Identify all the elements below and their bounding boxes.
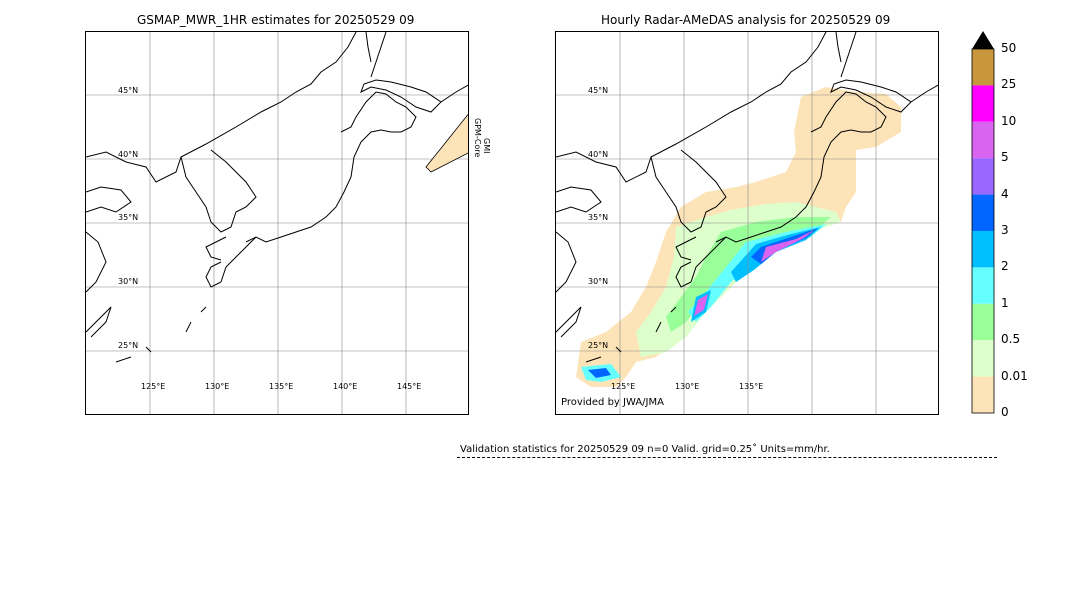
right-lat-label-35: 35°N	[588, 213, 609, 222]
colorbar-tick-label: 0.01	[1001, 368, 1028, 383]
colorbar-segment	[972, 231, 994, 268]
colorbar-tick-label: 0.5	[1001, 332, 1021, 347]
satellite-label-2: GMI	[482, 138, 491, 154]
right-lon-label-125: 125°E	[611, 382, 636, 391]
colorbar-segment	[972, 158, 994, 195]
right-coastlines	[556, 32, 938, 363]
colorbar-tick-label: 25	[1001, 77, 1017, 92]
colorbar-segment	[972, 267, 994, 304]
right-lat-label-40: 40°N	[588, 150, 609, 159]
left-lat-label-45: 45°N	[118, 86, 139, 95]
satellite-label-1: GPM-Core	[473, 118, 482, 158]
left-gridlines	[86, 32, 468, 414]
colorbar-tick-label: 5	[1001, 150, 1009, 165]
right-lon-label-130: 130°E	[675, 382, 700, 391]
left-lon-label-145: 145°E	[397, 382, 422, 391]
colorbar-tick-label: 50	[1001, 41, 1017, 55]
right-lat-label-25: 25°N	[588, 341, 609, 350]
right-lon-label-135: 135°E	[739, 382, 764, 391]
right-lat-label-45: 45°N	[588, 86, 609, 95]
validation-stats: Validation statistics for 20250529 09 n=…	[460, 444, 830, 455]
stats-underline	[457, 457, 997, 458]
colorbar-segment	[972, 49, 994, 86]
colorbar-segment	[972, 194, 994, 231]
colorbar-segment	[972, 121, 994, 159]
colorbar-tick-label: 10	[1001, 113, 1017, 128]
left-lat-label-40: 40°N	[118, 150, 139, 159]
colorbar-segment	[972, 376, 994, 413]
left-map-panel	[85, 31, 469, 415]
left-lat-label-30: 30°N	[118, 277, 139, 286]
right-gridlines	[556, 32, 938, 414]
colorbar-segment	[972, 303, 994, 341]
colorbar-segment	[972, 85, 994, 122]
colorbar-tick-label: 0	[1001, 405, 1009, 419]
data-credit: Provided by JWA/JMA	[561, 397, 664, 408]
left-map-svg	[86, 32, 468, 414]
colorbar-segment	[972, 340, 994, 377]
left-coastlines	[86, 32, 468, 363]
right-panel-title: Hourly Radar-AMeDAS analysis for 2025052…	[601, 13, 891, 27]
left-lat-label-35: 35°N	[118, 213, 139, 222]
colorbar-tick-label: 4	[1001, 186, 1009, 201]
colorbar-tick-label: 1	[1001, 295, 1009, 310]
colorbar	[971, 31, 995, 414]
right-lat-label-30: 30°N	[588, 277, 609, 286]
colorbar-extend-arrow	[972, 31, 994, 49]
left-swath-area	[425, 113, 468, 173]
left-lon-label-130: 130°E	[205, 382, 230, 391]
colorbar-tick-label: 2	[1001, 259, 1009, 274]
right-map-svg	[556, 32, 938, 414]
left-lat-label-25: 25°N	[118, 341, 139, 350]
colorbar-border	[971, 48, 995, 414]
precip-field	[576, 87, 901, 387]
left-lon-label-125: 125°E	[141, 382, 166, 391]
left-lon-label-140: 140°E	[333, 382, 358, 391]
left-panel-title: GSMAP_MWR_1HR estimates for 20250529 09	[137, 13, 415, 27]
colorbar-tick-label: 3	[1001, 223, 1009, 237]
left-lon-label-135: 135°E	[269, 382, 294, 391]
right-map-panel	[555, 31, 939, 415]
